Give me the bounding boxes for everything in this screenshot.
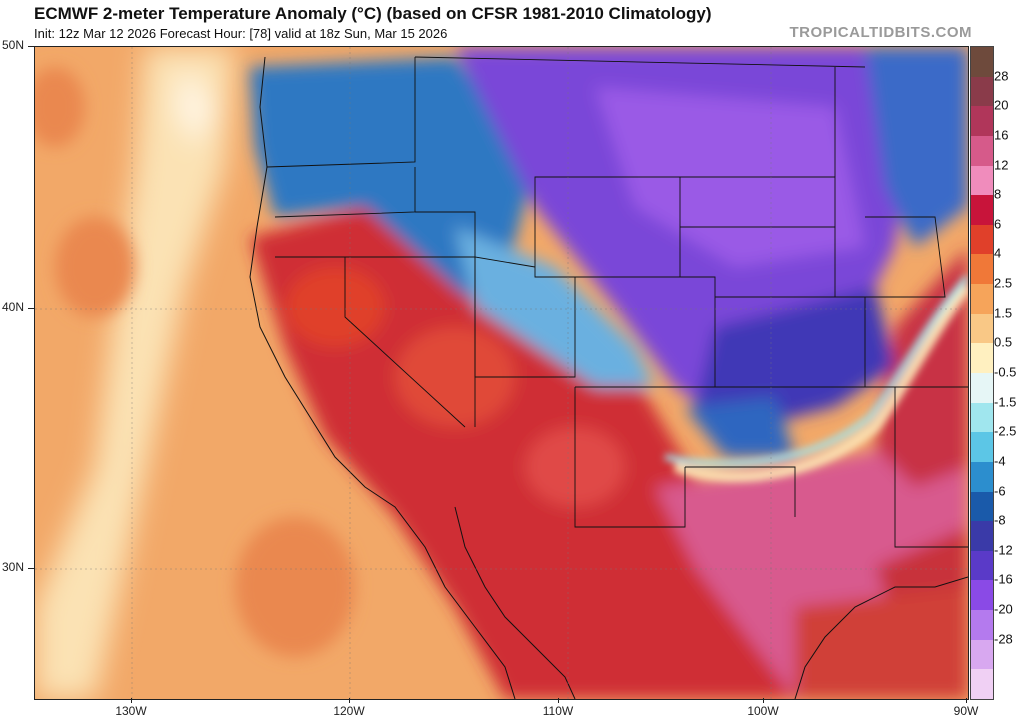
colorbar-label: 2.5: [994, 275, 1013, 291]
lon-tick: [558, 698, 559, 703]
colorbar-segment: [971, 432, 993, 463]
anomaly-map-canvas: [35, 47, 968, 699]
anomaly-map: [34, 46, 969, 700]
colorbar-segment: [971, 313, 993, 344]
colorbar-segment: [971, 254, 993, 285]
colorbar-segment: [971, 669, 993, 700]
colorbar-segment: [971, 47, 993, 78]
colorbar-label: 16: [994, 127, 1009, 143]
colorbar-segment: [971, 580, 993, 611]
map-title: ECMWF 2-meter Temperature Anomaly (°C) (…: [34, 4, 712, 23]
colorbar-label: 12: [994, 157, 1009, 173]
colorbar-segment: [971, 521, 993, 552]
colorbar-segment: [971, 343, 993, 374]
colorbar-label: -1.5: [994, 394, 1017, 410]
lon-tick: [131, 698, 132, 703]
colorbar-label: 20: [994, 97, 1009, 113]
graticule: [35, 47, 968, 699]
lon-label-120w: 120W: [333, 704, 365, 718]
ocean-warm-patches: [35, 67, 355, 657]
colorbar-label: -2.5: [994, 423, 1017, 439]
colorbar-segment: [971, 491, 993, 522]
lon-label-100w: 100W: [747, 704, 779, 718]
colorbar-label: -20: [994, 601, 1013, 617]
colorbar-segment: [971, 135, 993, 167]
colorbar-label: 0.5: [994, 334, 1013, 350]
colorbar-label: 28: [994, 68, 1009, 84]
colorbar-label: -4: [994, 453, 1006, 469]
colorbar-segment: [971, 195, 993, 226]
ocean-pale-band: [35, 47, 235, 699]
transition-band: [664, 274, 968, 482]
lat-label-30n: 30N: [2, 560, 25, 574]
colorbar-segment: [971, 402, 993, 433]
lat-tick: [28, 568, 34, 569]
lon-label-130w: 130W: [115, 704, 147, 718]
colorbar: [970, 46, 994, 700]
lat-label-50n: 50N: [2, 38, 25, 52]
lon-tick: [966, 698, 967, 703]
colorbar-segment: [971, 550, 993, 581]
lat-tick: [28, 308, 34, 309]
lon-label-90w: 90W: [953, 704, 979, 718]
lon-tick: [763, 698, 764, 703]
colorbar-label: 1.5: [994, 305, 1013, 321]
colorbar-segment: [971, 639, 993, 670]
map-subtitle: Init: 12z Mar 12 2026 Forecast Hour: [78…: [34, 26, 448, 41]
colorbar-label: 8: [994, 186, 1002, 202]
colorbar-label: -6: [994, 483, 1006, 499]
lat-label-40n: 40N: [2, 300, 25, 314]
colorbar-segment: [971, 165, 993, 196]
colorbar-segment: [971, 373, 993, 404]
colorbar-segment: [971, 106, 993, 137]
colorbar-label: -8: [994, 512, 1006, 528]
colorbar-label: -16: [994, 571, 1013, 587]
colorbar-label: 4: [994, 245, 1002, 261]
coastlines: [249, 56, 968, 699]
colorbar-label: -28: [994, 631, 1013, 647]
colorbar-segment: [971, 610, 993, 641]
colorbar-segment: [971, 284, 993, 315]
site-watermark: TROPICALTIDBITS.COM: [789, 24, 972, 41]
lat-tick: [28, 46, 34, 47]
lon-tick: [349, 698, 350, 703]
state-borders: [266, 56, 968, 548]
colorbar-label: -0.5: [994, 364, 1017, 380]
colorbar-label: 6: [994, 216, 1002, 232]
colorbar-segment: [971, 224, 993, 255]
colorbar-segment: [971, 76, 993, 107]
lon-label-110w: 110W: [542, 704, 574, 718]
colorbar-segment: [971, 461, 993, 493]
colorbar-label: -12: [994, 542, 1013, 558]
